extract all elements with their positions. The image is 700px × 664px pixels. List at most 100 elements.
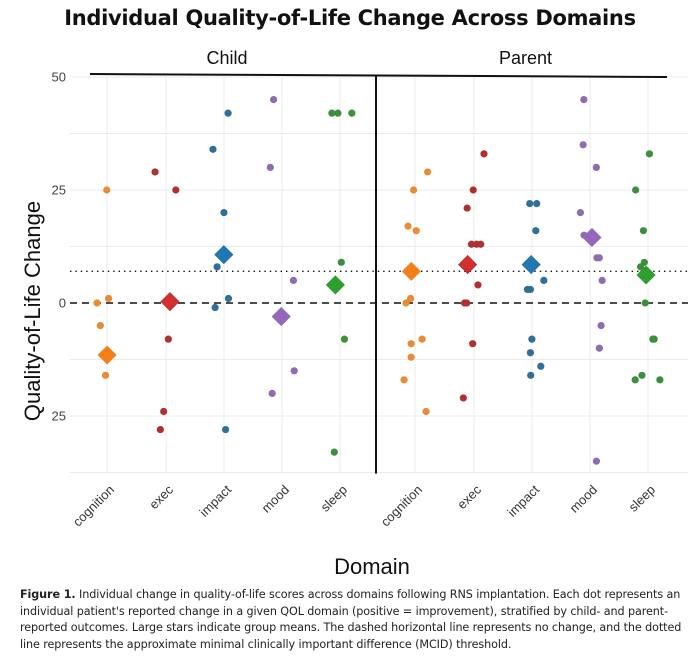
data-point-sleep xyxy=(641,299,649,307)
x-tick-label: cognition xyxy=(70,482,117,529)
data-point-exec xyxy=(164,335,172,343)
data-point-exec xyxy=(474,281,482,289)
mean-marker-sleep xyxy=(325,275,345,295)
data-point-impact xyxy=(526,199,534,208)
data-point-sleep xyxy=(636,263,645,271)
data-point-impact xyxy=(224,109,232,117)
data-point-mood xyxy=(289,276,298,284)
data-point-sleep xyxy=(330,448,338,456)
data-point-exec xyxy=(160,407,168,416)
data-point-impact xyxy=(209,145,217,153)
data-point-impact xyxy=(533,199,541,208)
data-point-impact xyxy=(540,276,548,284)
data-point-exec xyxy=(459,394,467,402)
data-point-sleep xyxy=(340,335,349,343)
y-tick-label: 0 xyxy=(59,296,66,311)
data-point-cognition xyxy=(409,186,418,194)
mean-marker-impact xyxy=(214,245,234,265)
data-point-impact xyxy=(528,335,536,343)
x-tick-label: sleep xyxy=(318,482,351,515)
data-point-mood xyxy=(266,163,274,171)
data-point-exec xyxy=(151,168,159,176)
data-point-cognition xyxy=(422,407,430,416)
x-tick-label: mood xyxy=(567,482,601,516)
data-point-impact xyxy=(526,349,535,357)
chart-plot: 50 25 0 25 cognition exec impact mood sleep cogn… xyxy=(20,48,688,579)
data-point-cognition xyxy=(406,294,415,303)
chart-title: Individual Quality-of-Life Change Across… xyxy=(64,6,636,30)
data-point-cognition xyxy=(96,322,104,330)
reference-lines xyxy=(70,270,688,304)
data-point-cognition xyxy=(101,371,110,379)
data-points xyxy=(93,96,664,465)
data-point-impact xyxy=(532,227,540,235)
x-axis-ticks: cognition exec impact mood sleep cognition exe… xyxy=(70,482,658,530)
data-point-sleep xyxy=(638,371,646,379)
data-point-sleep xyxy=(334,109,342,117)
data-point-cognition xyxy=(104,294,113,303)
mean-marker-mood xyxy=(271,306,291,327)
data-point-sleep xyxy=(337,258,345,266)
y-tick-label: 25 xyxy=(52,409,66,424)
data-point-sleep xyxy=(656,376,664,384)
data-point-cognition xyxy=(402,299,410,307)
data-point-sleep xyxy=(650,335,658,343)
data-point-mood xyxy=(595,344,603,352)
data-point-cognition xyxy=(424,168,432,176)
data-point-exec xyxy=(172,186,180,194)
mean-marker-exec xyxy=(458,255,478,275)
data-point-exec xyxy=(469,340,477,348)
data-point-sleep xyxy=(632,186,640,194)
data-point-impact xyxy=(213,263,221,271)
strip-underline xyxy=(89,73,668,78)
data-point-exec xyxy=(477,240,485,248)
data-point-mood xyxy=(595,254,603,262)
data-point-impact xyxy=(221,425,230,434)
x-tick-label: exec xyxy=(454,482,484,512)
data-point-cognition xyxy=(407,340,415,348)
data-point-exec xyxy=(463,299,471,307)
data-point-cognition xyxy=(103,186,111,194)
data-point-sleep xyxy=(631,376,639,384)
data-point-mood xyxy=(579,141,587,149)
x-tick-label: mood xyxy=(259,482,293,516)
caption-label: Figure 1. xyxy=(20,588,76,601)
mean-marker-cognition xyxy=(97,345,117,365)
data-point-mood xyxy=(580,96,588,104)
data-point-mood xyxy=(597,322,605,330)
panel-frame xyxy=(89,73,668,474)
x-tick-label: impact xyxy=(504,482,542,520)
data-point-cognition xyxy=(418,335,426,343)
mean-marker-mood xyxy=(582,227,602,248)
data-point-cognition xyxy=(93,299,101,307)
data-point-mood xyxy=(576,209,585,217)
figure-caption: Figure 1. Individual change in quality-o… xyxy=(20,587,690,653)
data-point-mood xyxy=(598,276,606,284)
data-point-cognition xyxy=(407,353,415,361)
x-tick-label: cognition xyxy=(378,482,425,529)
y-tick-label: 50 xyxy=(52,70,66,85)
mean-marker-exec xyxy=(160,292,180,312)
data-point-impact xyxy=(526,285,534,294)
data-point-sleep xyxy=(328,109,336,117)
facet-label-child: Child xyxy=(206,48,247,68)
mean-marker-cognition xyxy=(401,261,421,281)
mean-marker-impact xyxy=(521,255,541,275)
data-point-exec xyxy=(469,186,477,194)
data-point-sleep xyxy=(639,227,648,235)
x-tick-label: impact xyxy=(196,482,234,520)
caption-text: Individual change in quality-of-life sco… xyxy=(20,588,682,651)
facet-label-parent: Parent xyxy=(499,48,552,68)
x-axis-title: Domain xyxy=(334,554,410,579)
y-axis-ticks: 50 25 0 25 xyxy=(52,70,66,424)
data-point-impact xyxy=(224,294,233,303)
data-point-mood xyxy=(290,367,298,375)
y-tick-label: 25 xyxy=(52,183,66,198)
data-point-exec xyxy=(463,204,471,212)
data-point-cognition xyxy=(400,376,408,384)
grid-lines xyxy=(70,76,688,473)
x-tick-label: sleep xyxy=(626,482,659,515)
data-point-exec xyxy=(156,425,164,434)
data-point-mood xyxy=(269,96,278,104)
facet-strips: Child Parent xyxy=(206,48,552,68)
